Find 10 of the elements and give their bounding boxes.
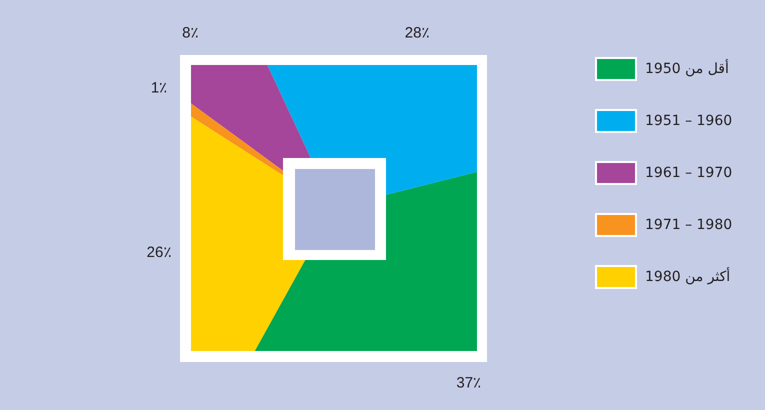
data-label: 28٪ (404, 24, 430, 42)
data-label: 8٪ (182, 24, 198, 42)
data-label: 26٪ (146, 244, 172, 261)
legend-label: 1961 – 1970 (645, 165, 732, 181)
legend-label: 1971 – 1980 (645, 217, 732, 233)
legend-label: أكثر من 1980 (645, 267, 730, 285)
data-label: 1٪ (150, 80, 168, 97)
legend-label: أقل من 1950 (645, 59, 729, 77)
legend-label: 1951 – 1960 (645, 113, 732, 129)
data-label: 37٪ (456, 374, 482, 392)
